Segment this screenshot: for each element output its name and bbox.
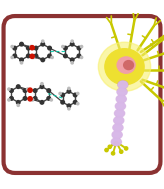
Circle shape — [71, 40, 73, 42]
Circle shape — [8, 99, 10, 101]
Circle shape — [17, 104, 19, 106]
Ellipse shape — [114, 109, 125, 117]
Circle shape — [73, 93, 77, 97]
Ellipse shape — [115, 102, 126, 110]
Ellipse shape — [124, 61, 133, 70]
Circle shape — [64, 46, 67, 50]
Ellipse shape — [112, 139, 121, 145]
Circle shape — [64, 54, 67, 58]
Circle shape — [13, 46, 17, 50]
Ellipse shape — [111, 138, 122, 146]
Circle shape — [120, 150, 123, 153]
Circle shape — [73, 100, 77, 104]
Circle shape — [47, 97, 51, 100]
Circle shape — [77, 92, 79, 95]
Circle shape — [67, 90, 71, 93]
Circle shape — [40, 85, 44, 88]
Circle shape — [31, 99, 34, 101]
Ellipse shape — [117, 96, 126, 102]
Circle shape — [20, 58, 23, 62]
Circle shape — [26, 88, 29, 90]
Circle shape — [11, 56, 13, 59]
Circle shape — [67, 104, 71, 108]
Circle shape — [10, 97, 13, 100]
Circle shape — [59, 92, 61, 95]
Circle shape — [20, 42, 23, 46]
Circle shape — [61, 100, 64, 104]
Circle shape — [41, 42, 45, 46]
Circle shape — [108, 145, 111, 148]
Circle shape — [68, 108, 70, 110]
FancyBboxPatch shape — [4, 16, 160, 173]
Circle shape — [51, 56, 53, 59]
Circle shape — [16, 85, 20, 88]
Ellipse shape — [118, 81, 127, 88]
Ellipse shape — [112, 131, 122, 139]
Circle shape — [77, 54, 81, 58]
Circle shape — [68, 87, 70, 90]
Circle shape — [27, 46, 30, 50]
Ellipse shape — [117, 88, 127, 96]
Circle shape — [77, 102, 79, 105]
Circle shape — [20, 62, 23, 64]
Circle shape — [77, 46, 81, 50]
Circle shape — [48, 54, 51, 58]
Ellipse shape — [98, 42, 151, 91]
Circle shape — [47, 89, 51, 92]
Circle shape — [30, 54, 34, 58]
Ellipse shape — [113, 124, 123, 132]
Ellipse shape — [117, 57, 135, 73]
Ellipse shape — [113, 131, 122, 138]
Ellipse shape — [113, 124, 123, 131]
Circle shape — [10, 89, 13, 92]
Ellipse shape — [105, 49, 144, 85]
Ellipse shape — [116, 95, 126, 103]
Ellipse shape — [114, 117, 124, 124]
Circle shape — [80, 56, 83, 59]
Circle shape — [70, 58, 74, 62]
Circle shape — [105, 148, 108, 152]
Circle shape — [16, 101, 20, 104]
Circle shape — [33, 89, 37, 92]
Circle shape — [28, 88, 32, 92]
Circle shape — [30, 46, 32, 48]
Circle shape — [41, 83, 43, 85]
Circle shape — [111, 152, 115, 155]
Circle shape — [61, 93, 64, 97]
Circle shape — [62, 46, 64, 48]
Circle shape — [33, 97, 37, 100]
Circle shape — [27, 54, 30, 58]
Circle shape — [32, 56, 35, 59]
Circle shape — [8, 88, 10, 90]
Circle shape — [13, 54, 17, 58]
Circle shape — [80, 46, 83, 48]
Circle shape — [23, 97, 27, 100]
Ellipse shape — [115, 110, 124, 117]
Circle shape — [48, 46, 51, 50]
Circle shape — [70, 42, 74, 46]
Circle shape — [30, 46, 34, 50]
Ellipse shape — [118, 81, 128, 89]
Circle shape — [28, 97, 32, 101]
Circle shape — [50, 99, 52, 101]
Circle shape — [124, 147, 128, 150]
Circle shape — [11, 46, 13, 48]
Circle shape — [41, 58, 45, 62]
Ellipse shape — [116, 103, 125, 110]
Circle shape — [34, 54, 38, 58]
Circle shape — [71, 62, 73, 64]
Ellipse shape — [114, 117, 123, 124]
Circle shape — [40, 101, 44, 104]
Circle shape — [42, 40, 44, 42]
Circle shape — [23, 89, 27, 92]
Circle shape — [34, 46, 38, 50]
Ellipse shape — [118, 88, 127, 95]
